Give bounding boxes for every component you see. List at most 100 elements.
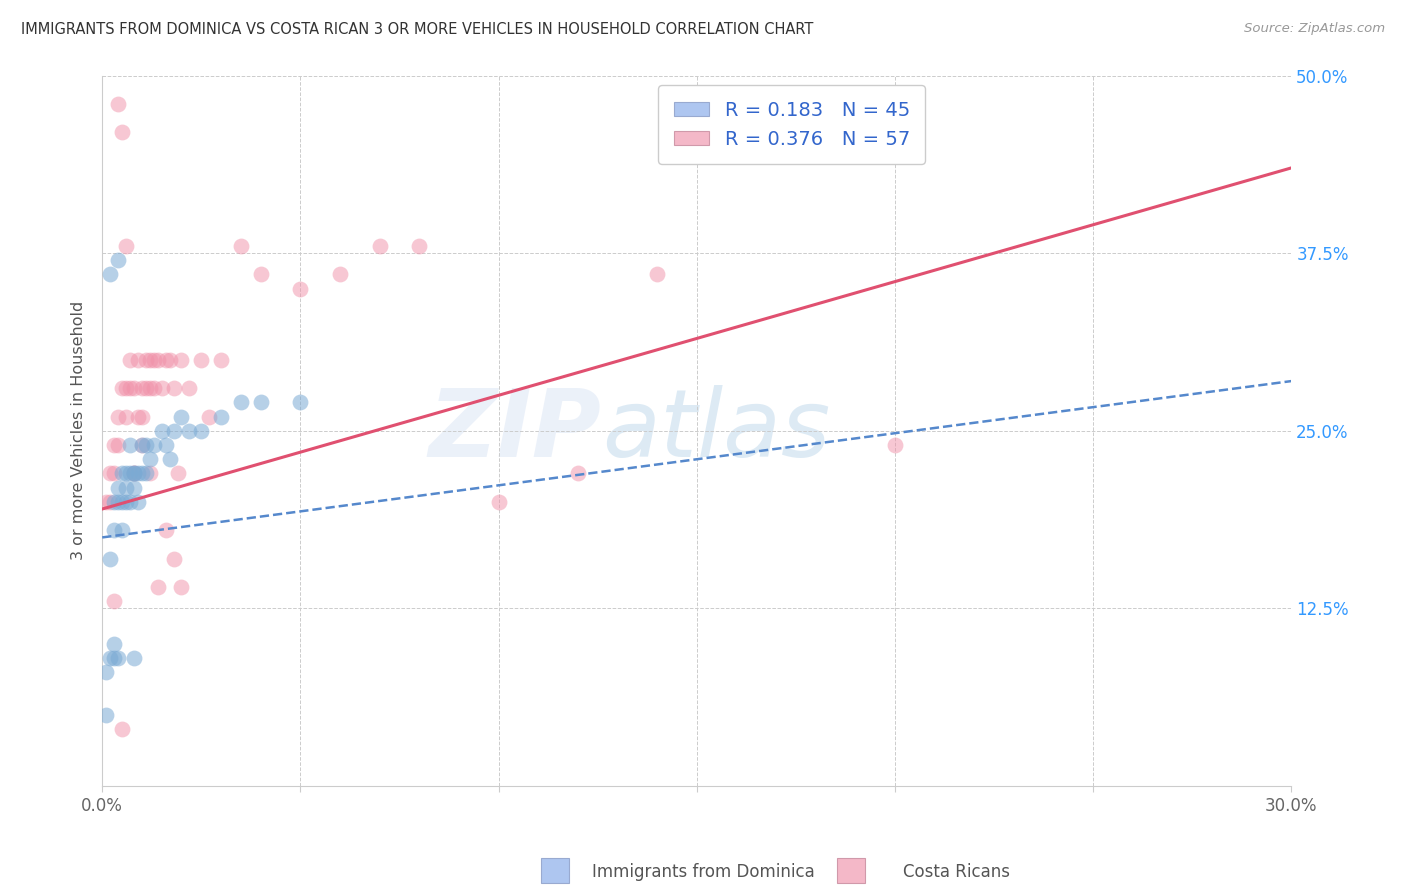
- Point: [115, 467, 138, 481]
- Point: [107, 97, 129, 112]
- Point: [209, 409, 232, 424]
- Point: [139, 452, 162, 467]
- Point: [146, 352, 169, 367]
- Point: [229, 395, 252, 409]
- Point: [122, 467, 145, 481]
- Point: [884, 438, 907, 452]
- Point: [127, 409, 149, 424]
- Point: [179, 424, 201, 438]
- Point: [645, 268, 668, 282]
- Point: [190, 352, 212, 367]
- Point: [118, 495, 141, 509]
- Point: [122, 467, 145, 481]
- Point: [368, 239, 391, 253]
- Point: [131, 438, 153, 452]
- Y-axis label: 3 or more Vehicles in Household: 3 or more Vehicles in Household: [72, 301, 86, 560]
- Point: [107, 651, 129, 665]
- Point: [103, 524, 125, 538]
- Point: [170, 580, 193, 594]
- Point: [107, 481, 129, 495]
- Point: [127, 352, 149, 367]
- Point: [142, 381, 165, 395]
- Point: [209, 352, 232, 367]
- Text: atlas: atlas: [602, 385, 830, 476]
- Point: [122, 467, 145, 481]
- Point: [135, 381, 157, 395]
- Point: [329, 268, 352, 282]
- Point: [118, 467, 141, 481]
- Point: [122, 651, 145, 665]
- Point: [162, 381, 184, 395]
- Point: [107, 253, 129, 268]
- Point: [229, 239, 252, 253]
- Point: [155, 352, 177, 367]
- Point: [135, 438, 157, 452]
- Point: [142, 352, 165, 367]
- Legend: R = 0.183   N = 45, R = 0.376   N = 57: R = 0.183 N = 45, R = 0.376 N = 57: [658, 86, 925, 164]
- Point: [290, 395, 312, 409]
- Text: Source: ZipAtlas.com: Source: ZipAtlas.com: [1244, 22, 1385, 36]
- Point: [166, 467, 188, 481]
- Point: [162, 551, 184, 566]
- Point: [98, 651, 121, 665]
- Point: [107, 409, 129, 424]
- Point: [135, 467, 157, 481]
- Point: [122, 481, 145, 495]
- Point: [190, 424, 212, 438]
- Text: ZIP: ZIP: [429, 384, 602, 477]
- Point: [103, 495, 125, 509]
- Point: [107, 438, 129, 452]
- Point: [111, 524, 134, 538]
- Point: [122, 381, 145, 395]
- Point: [98, 467, 121, 481]
- Point: [139, 352, 162, 367]
- Point: [155, 524, 177, 538]
- Point: [179, 381, 201, 395]
- Point: [159, 352, 181, 367]
- Point: [408, 239, 430, 253]
- Point: [115, 381, 138, 395]
- Point: [115, 495, 138, 509]
- Point: [103, 438, 125, 452]
- Point: [118, 381, 141, 395]
- Point: [111, 723, 134, 737]
- Point: [290, 282, 312, 296]
- Point: [122, 467, 145, 481]
- Point: [135, 352, 157, 367]
- Point: [170, 352, 193, 367]
- Point: [131, 438, 153, 452]
- Text: Immigrants from Dominica: Immigrants from Dominica: [592, 863, 814, 881]
- Point: [162, 424, 184, 438]
- Point: [103, 467, 125, 481]
- Point: [139, 381, 162, 395]
- Point: [111, 381, 134, 395]
- Point: [118, 438, 141, 452]
- Point: [567, 467, 589, 481]
- Point: [115, 481, 138, 495]
- Point: [249, 268, 271, 282]
- Point: [98, 551, 121, 566]
- Point: [111, 125, 134, 139]
- Point: [159, 452, 181, 467]
- Point: [139, 467, 162, 481]
- Point: [170, 409, 193, 424]
- Point: [127, 467, 149, 481]
- Point: [115, 239, 138, 253]
- Point: [107, 495, 129, 509]
- Point: [115, 409, 138, 424]
- Point: [98, 268, 121, 282]
- Point: [131, 381, 153, 395]
- Point: [146, 580, 169, 594]
- Point: [96, 495, 118, 509]
- Point: [103, 651, 125, 665]
- Point: [155, 438, 177, 452]
- Point: [249, 395, 271, 409]
- Point: [488, 495, 510, 509]
- Point: [142, 438, 165, 452]
- Point: [103, 594, 125, 608]
- Point: [198, 409, 221, 424]
- Point: [98, 495, 121, 509]
- Point: [150, 381, 173, 395]
- Point: [111, 495, 134, 509]
- Text: Costa Ricans: Costa Ricans: [903, 863, 1010, 881]
